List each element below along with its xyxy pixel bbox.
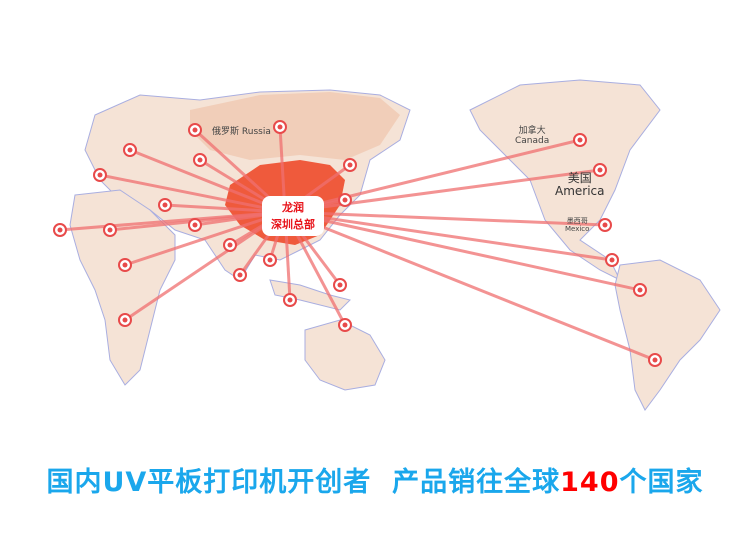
headquarters-label: 龙润 深圳总部 xyxy=(262,196,324,236)
country-count: 140 xyxy=(560,467,620,498)
pin-dot xyxy=(337,282,343,288)
route-line xyxy=(284,210,613,262)
world-map xyxy=(53,79,721,411)
route-line xyxy=(284,168,601,214)
pin-dot xyxy=(267,257,273,263)
north-america-landmass xyxy=(469,79,661,282)
route-line xyxy=(99,173,286,214)
usa-label: 美国 America xyxy=(555,171,605,199)
pin-dot xyxy=(597,167,603,173)
export-routes xyxy=(59,126,656,362)
pin-dot xyxy=(342,322,348,328)
pin-dot xyxy=(227,242,233,248)
pin-dot xyxy=(127,147,133,153)
route-line xyxy=(284,210,606,227)
route-line xyxy=(284,210,641,292)
pin-dot xyxy=(342,197,348,203)
russia-region xyxy=(190,92,400,160)
pin-dot xyxy=(122,262,128,268)
route-line xyxy=(124,210,286,322)
africa-landmass xyxy=(69,189,176,386)
pin-dot xyxy=(122,317,128,323)
canada-label: 加拿大 Canada xyxy=(515,126,550,146)
pin-dot xyxy=(192,127,198,133)
pin-dot xyxy=(197,157,203,163)
pin-dot xyxy=(57,227,63,233)
pin-dot xyxy=(162,202,168,208)
route-line xyxy=(124,210,286,267)
hq-brand: 龙润 xyxy=(282,201,304,214)
slogan-part1: 国内UV平板打印机开创者 xyxy=(46,467,372,498)
pin-dot xyxy=(107,227,113,233)
pin-dot xyxy=(97,172,103,178)
pin-dot xyxy=(602,222,608,228)
country-pins xyxy=(53,120,662,367)
slogan-banner: 国内UV平板打印机开创者 产品销往全球140个国家 xyxy=(0,460,750,499)
pin-dot xyxy=(577,137,583,143)
south-america-landmass xyxy=(614,259,721,411)
slogan-part2: 产品销往全球 xyxy=(392,467,561,498)
pin-dot xyxy=(637,287,643,293)
route-line xyxy=(129,148,286,214)
russia-label: 俄罗斯 Russia xyxy=(212,127,271,137)
slogan-part3: 个国家 xyxy=(619,467,704,498)
route-line xyxy=(59,210,286,232)
pin-dot xyxy=(192,222,198,228)
pin-dot xyxy=(237,272,243,278)
mexico-label: 墨西哥 Mexico xyxy=(565,217,590,233)
pin-dot xyxy=(287,297,293,303)
pin-dot xyxy=(609,257,615,263)
pin-dot xyxy=(347,162,353,168)
route-line xyxy=(284,210,656,362)
pin-dot xyxy=(652,357,658,363)
hq-location: 深圳总部 xyxy=(271,218,315,231)
pin-dot xyxy=(277,124,283,130)
route-line xyxy=(284,138,581,214)
continents xyxy=(69,79,721,411)
